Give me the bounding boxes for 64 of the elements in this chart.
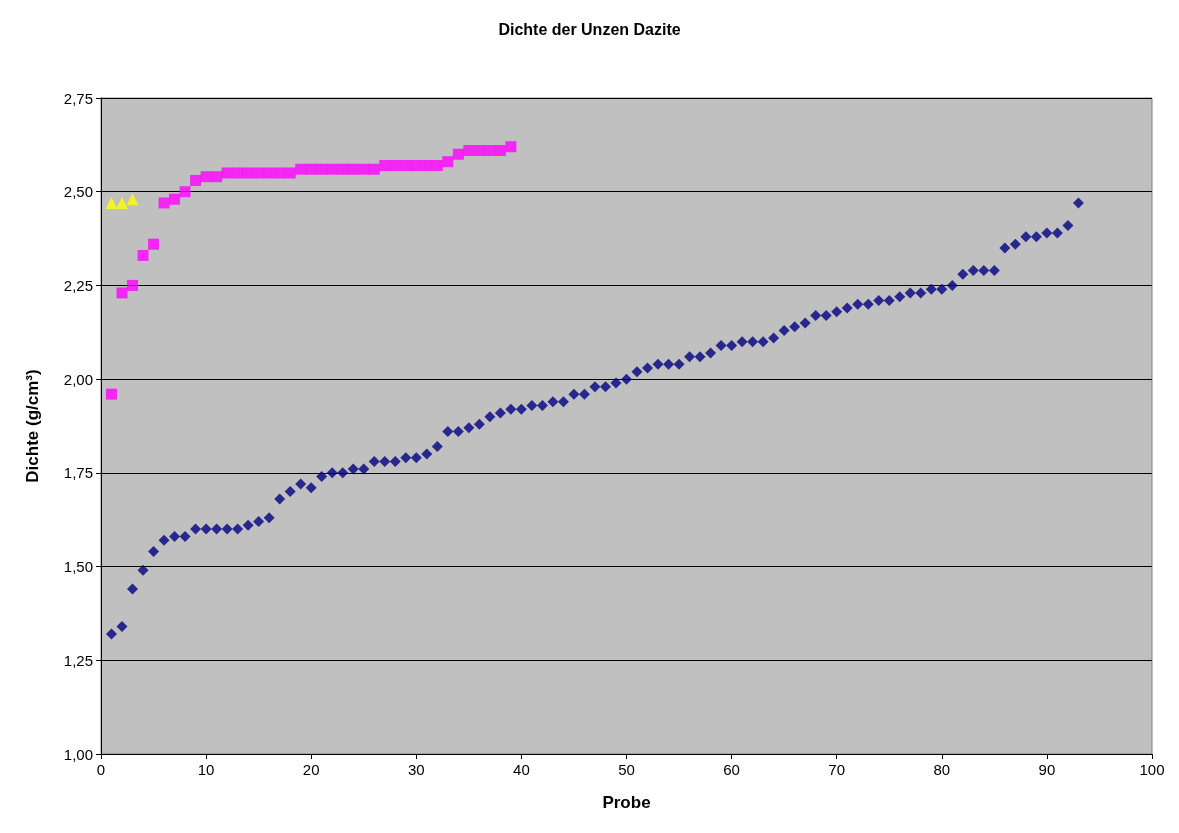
y-tick-label: 2,50 bbox=[63, 183, 93, 201]
point bbox=[358, 163, 370, 175]
point bbox=[211, 171, 223, 183]
x-tick-label: 30 bbox=[407, 761, 425, 778]
point bbox=[190, 174, 202, 186]
y-tick-label: 2,00 bbox=[63, 370, 93, 388]
x-tick-label: 60 bbox=[723, 761, 740, 778]
point bbox=[400, 159, 412, 171]
point bbox=[242, 167, 254, 179]
point bbox=[452, 148, 464, 160]
point bbox=[105, 196, 118, 209]
x-tick-label: 40 bbox=[513, 761, 530, 778]
y-tick-label: 2,25 bbox=[63, 276, 93, 294]
point bbox=[379, 159, 391, 171]
point bbox=[305, 163, 317, 175]
chart-title: Dichte der Unzen Dazite bbox=[498, 20, 681, 38]
point bbox=[463, 144, 475, 156]
x-tick-label: 10 bbox=[197, 761, 215, 778]
x-axis-title: Probe bbox=[602, 793, 651, 812]
point bbox=[442, 156, 454, 168]
point bbox=[221, 167, 233, 179]
point bbox=[421, 159, 433, 171]
point bbox=[347, 163, 359, 175]
point bbox=[368, 163, 380, 175]
y-tick-label: 1,75 bbox=[63, 464, 93, 482]
x-tick-label: 100 bbox=[1139, 761, 1165, 778]
point bbox=[200, 171, 212, 183]
point bbox=[126, 193, 139, 206]
y-tick-label: 1,50 bbox=[63, 558, 93, 576]
x-tick-label: 50 bbox=[618, 761, 635, 778]
point bbox=[137, 249, 149, 261]
point bbox=[316, 163, 328, 175]
point bbox=[253, 167, 265, 179]
point bbox=[274, 167, 286, 179]
point bbox=[337, 163, 349, 175]
point bbox=[410, 159, 422, 171]
point bbox=[484, 144, 496, 156]
point bbox=[295, 163, 307, 175]
point bbox=[116, 196, 129, 209]
x-tick-label: 90 bbox=[1038, 761, 1056, 778]
y-axis-title: Dichte (g/cm³) bbox=[23, 369, 42, 483]
point bbox=[106, 388, 118, 400]
point bbox=[431, 159, 443, 171]
point bbox=[494, 144, 506, 156]
point bbox=[116, 287, 128, 299]
point bbox=[263, 167, 275, 179]
y-tick-label: 2,75 bbox=[63, 89, 93, 107]
y-tick-label: 1,00 bbox=[63, 745, 93, 763]
point bbox=[158, 197, 170, 209]
y-tick-label: 1,25 bbox=[63, 651, 93, 669]
point bbox=[232, 167, 244, 179]
point bbox=[389, 159, 401, 171]
point bbox=[148, 238, 160, 250]
x-tick-label: 20 bbox=[302, 761, 320, 778]
point bbox=[169, 193, 181, 205]
x-tick-label: 0 bbox=[96, 761, 106, 778]
point bbox=[505, 141, 517, 153]
x-tick-label: 80 bbox=[933, 761, 951, 778]
point bbox=[284, 167, 296, 179]
point bbox=[326, 163, 338, 175]
point bbox=[473, 144, 485, 156]
point bbox=[179, 186, 191, 198]
x-tick-label: 70 bbox=[828, 761, 846, 778]
point bbox=[127, 279, 139, 291]
